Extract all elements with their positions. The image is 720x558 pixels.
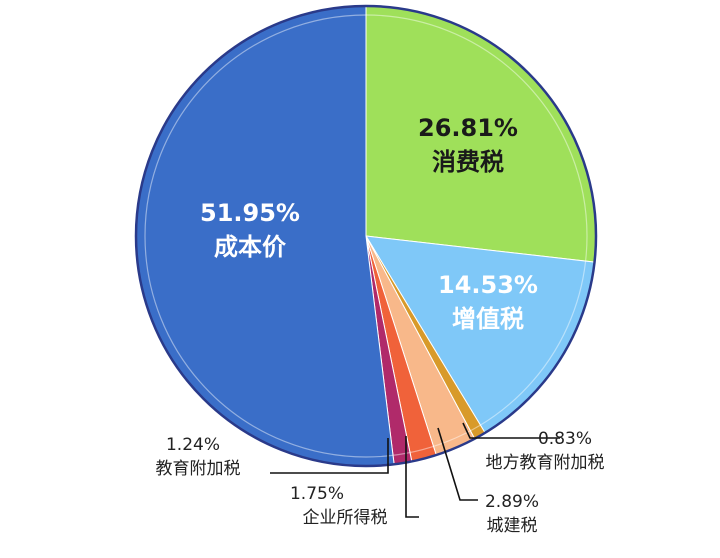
slice-name-label: 地方教育附加税 (486, 453, 605, 473)
leader-line (462, 422, 560, 439)
leader-line (437, 427, 478, 501)
slice-name-label: 城建税 (487, 516, 538, 536)
slice-value-label: 0.83% (538, 429, 592, 449)
slice-name-label: 增值税 (452, 305, 524, 333)
slice-value-label: 1.75% (290, 484, 344, 504)
slice-value-label: 51.95% (200, 199, 300, 227)
leader-line (405, 436, 419, 518)
slice-name-label: 消费税 (432, 148, 504, 176)
slice-name-label: 教育附加税 (156, 459, 241, 479)
leader-line (270, 438, 389, 474)
slice-value-label: 26.81% (418, 114, 518, 142)
slice-name-label: 企业所得税 (303, 508, 388, 528)
slice-value-label: 14.53% (438, 271, 538, 299)
pie-inner-ring (144, 14, 588, 458)
pie-outline (134, 4, 598, 468)
slice-name-label: 成本价 (214, 233, 287, 261)
slice-value-label: 2.89% (485, 492, 539, 512)
slice-value-label: 1.24% (166, 435, 220, 455)
